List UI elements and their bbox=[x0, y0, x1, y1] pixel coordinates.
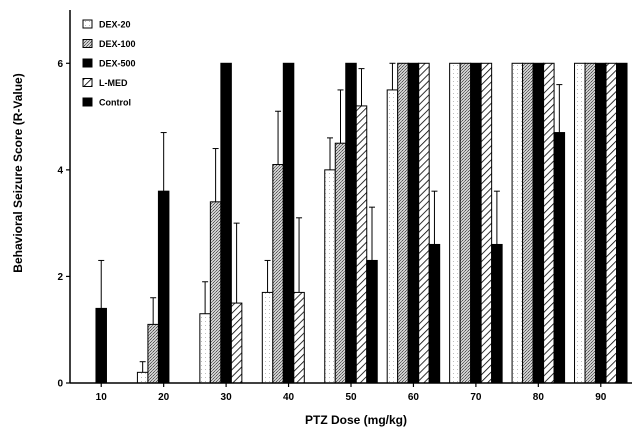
legend: DEX-20 DEX-100 DEX-500 L-MED Control bbox=[82, 19, 136, 108]
bar-control-90 bbox=[616, 62, 628, 384]
bars-group bbox=[95, 62, 628, 384]
bar-dex-100-20 bbox=[147, 323, 159, 384]
bar-dex-100-90 bbox=[584, 62, 597, 384]
bar-dex-20-80 bbox=[511, 62, 524, 384]
x-tick-label: 70 bbox=[470, 392, 482, 403]
bar-control-70 bbox=[491, 243, 503, 384]
bar-l-med-90 bbox=[605, 62, 618, 384]
bar-dex-500-10 bbox=[95, 307, 107, 384]
y-tick-label: 6 bbox=[57, 59, 63, 70]
legend-label: DEX-20 bbox=[99, 20, 131, 30]
x-tick-label: 20 bbox=[158, 392, 170, 403]
bar-control-80 bbox=[553, 132, 566, 384]
bar-dex-20-50 bbox=[324, 169, 336, 384]
bar-dex-500-70 bbox=[470, 62, 482, 384]
bar-dex-100-60 bbox=[397, 62, 409, 384]
legend-swatch bbox=[82, 58, 93, 68]
bar-dex-20-90 bbox=[574, 62, 586, 384]
y-axis-title: Behavioral Seizure Score (R-Value) bbox=[11, 73, 25, 272]
x-tick-label: 80 bbox=[533, 392, 545, 403]
bar-dex-100-30 bbox=[209, 201, 222, 384]
legend-label: Control bbox=[99, 98, 131, 108]
bar-l-med-30 bbox=[230, 302, 243, 384]
bar-dex-20-20 bbox=[136, 371, 149, 384]
legend-label: DEX-100 bbox=[99, 39, 136, 49]
bar-dex-500-30 bbox=[220, 62, 232, 384]
x-tick-label: 50 bbox=[345, 392, 357, 403]
legend-swatch bbox=[82, 39, 93, 48]
x-tick-label: 40 bbox=[283, 392, 295, 403]
x-tick-label: 10 bbox=[96, 392, 108, 403]
bar-dex-100-40 bbox=[272, 164, 284, 384]
y-tick-label: 4 bbox=[57, 165, 63, 176]
bar-dex-500-60 bbox=[407, 62, 420, 384]
x-tick-label: 30 bbox=[221, 392, 233, 403]
bar-dex-20-70 bbox=[449, 62, 461, 384]
bar-l-med-80 bbox=[543, 62, 555, 384]
bar-l-med-40 bbox=[293, 291, 305, 384]
bar-dex-500-50 bbox=[345, 62, 357, 384]
bar-dex-500-90 bbox=[595, 62, 607, 384]
bar-l-med-70 bbox=[480, 62, 493, 384]
y-tick-label: 2 bbox=[57, 272, 63, 283]
x-tick-label: 90 bbox=[595, 392, 607, 403]
legend-swatch bbox=[82, 19, 93, 29]
legend-label: L-MED bbox=[99, 78, 128, 88]
axes-group: 0 2 4 6 10 20 30 40 50 60 70 80 90 bbox=[57, 10, 632, 403]
legend-swatch bbox=[82, 78, 93, 87]
bar-dex-20-30 bbox=[199, 313, 211, 384]
bar-dex-100-70 bbox=[459, 62, 472, 384]
x-tick-label: 60 bbox=[408, 392, 420, 403]
bar-dex-500-40 bbox=[282, 62, 295, 384]
bar-dex-500-80 bbox=[532, 62, 545, 384]
legend-swatch bbox=[82, 97, 93, 107]
bar-control-50 bbox=[366, 259, 378, 384]
bar-l-med-60 bbox=[418, 62, 430, 384]
y-tick-label: 0 bbox=[57, 379, 63, 390]
bar-dex-100-50 bbox=[334, 142, 347, 384]
bar-dex-500-20 bbox=[157, 190, 170, 384]
x-axis-title: PTZ Dose (mg/kg) bbox=[305, 413, 407, 427]
bar-control-60 bbox=[428, 243, 441, 384]
bar-dex-20-40 bbox=[261, 291, 274, 384]
bar-dex-20-60 bbox=[386, 89, 399, 384]
bar-l-med-50 bbox=[355, 105, 368, 384]
bar-dex-100-80 bbox=[522, 62, 534, 384]
legend-label: DEX-500 bbox=[99, 59, 136, 69]
